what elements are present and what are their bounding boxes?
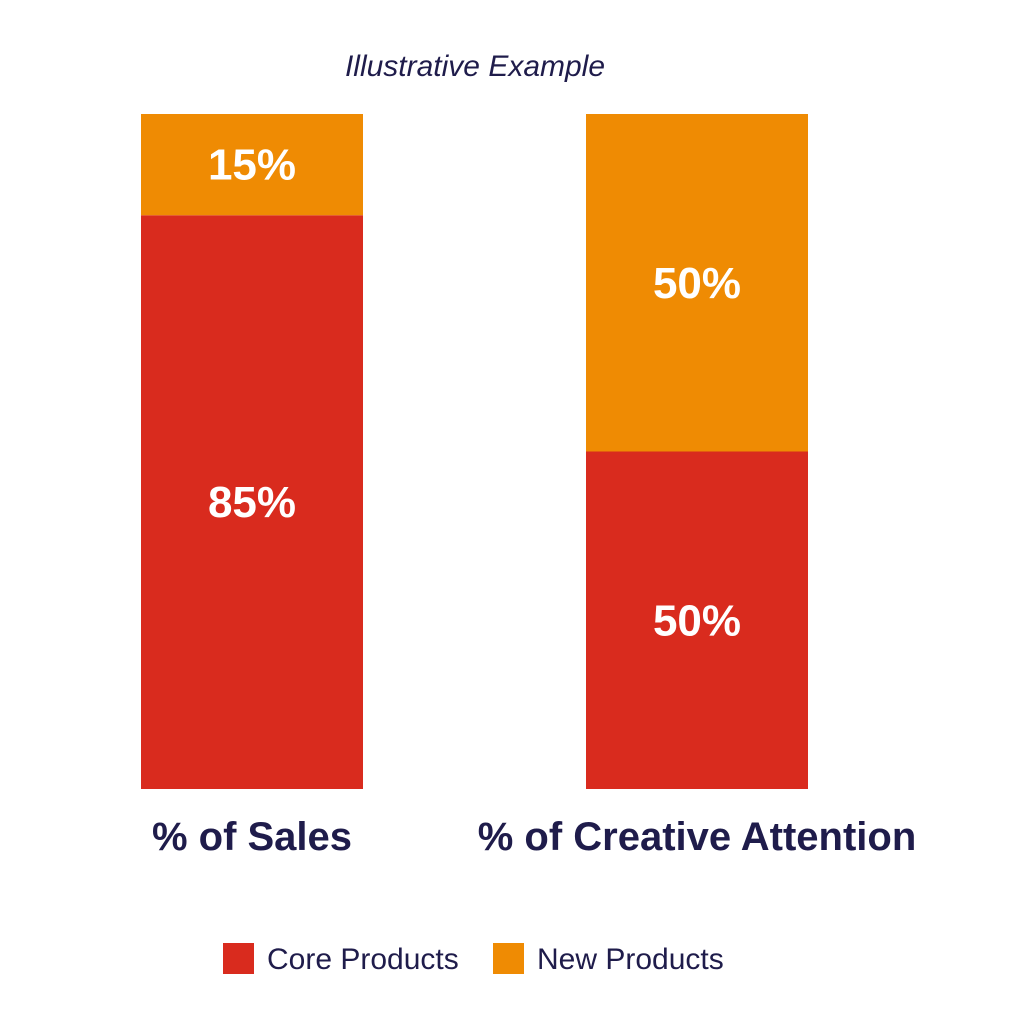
data-label-1-1: 50% xyxy=(653,259,741,308)
category-labels: % of Sales % of Creative Attention xyxy=(152,815,916,859)
bar-segment-1-0 xyxy=(586,451,808,789)
legend: Core Products New Products xyxy=(223,943,724,976)
bar-segment-1-1 xyxy=(586,114,808,452)
category-label-0: % of Sales xyxy=(152,815,352,859)
bar-segment-0-0 xyxy=(141,215,363,789)
legend-swatch-0 xyxy=(223,943,254,974)
bar-segment-0-1 xyxy=(141,114,363,216)
category-label-1: % of Creative Attention xyxy=(478,815,917,859)
legend-swatch-1 xyxy=(493,943,524,974)
chart-subtitle: Illustrative Example xyxy=(345,50,605,83)
bars-group: 85% 15% 50% 50% xyxy=(141,114,808,789)
data-label-0-1: 15% xyxy=(208,141,296,190)
legend-label-1: New Products xyxy=(537,943,724,976)
data-label-1-0: 50% xyxy=(653,596,741,645)
data-label-0-0: 85% xyxy=(208,478,296,527)
legend-label-0: Core Products xyxy=(267,943,459,976)
